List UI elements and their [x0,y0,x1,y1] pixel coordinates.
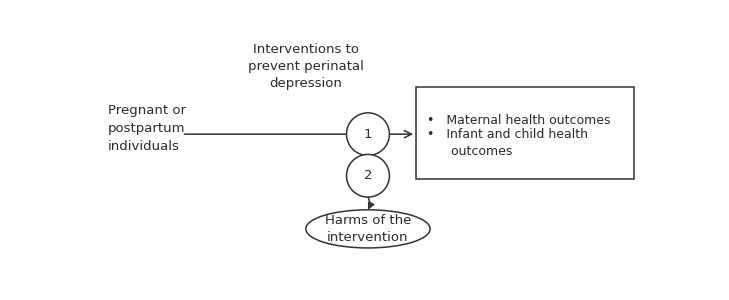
FancyBboxPatch shape [416,87,634,179]
FancyArrowPatch shape [368,197,374,208]
Text: •   Maternal health outcomes: • Maternal health outcomes [427,114,611,127]
Text: 2: 2 [364,169,373,182]
Text: Harms of the
intervention: Harms of the intervention [325,214,411,244]
Text: Interventions to
prevent perinatal
depression: Interventions to prevent perinatal depre… [248,43,364,90]
Ellipse shape [306,210,430,248]
Text: 1: 1 [364,128,373,141]
Text: •   Infant and child health
      outcomes: • Infant and child health outcomes [427,128,588,158]
Ellipse shape [346,113,389,155]
Text: Pregnant or
postpartum
individuals: Pregnant or postpartum individuals [108,104,186,153]
Ellipse shape [346,154,389,197]
